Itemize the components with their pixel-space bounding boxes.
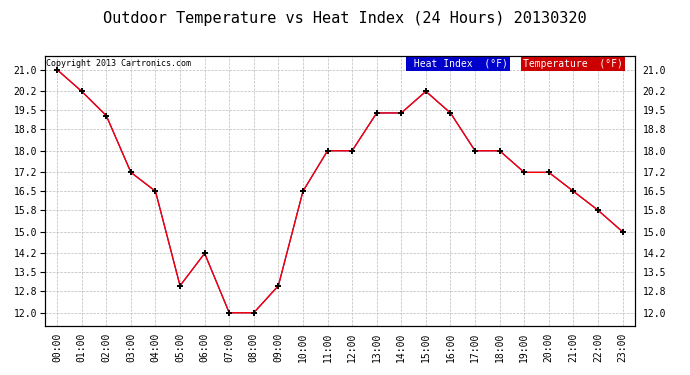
Text: Copyright 2013 Cartronics.com: Copyright 2013 Cartronics.com: [46, 59, 191, 68]
Text: Temperature  (°F): Temperature (°F): [523, 59, 622, 69]
Text: Outdoor Temperature vs Heat Index (24 Hours) 20130320: Outdoor Temperature vs Heat Index (24 Ho…: [104, 11, 586, 26]
Text: Heat Index  (°F): Heat Index (°F): [408, 59, 508, 69]
